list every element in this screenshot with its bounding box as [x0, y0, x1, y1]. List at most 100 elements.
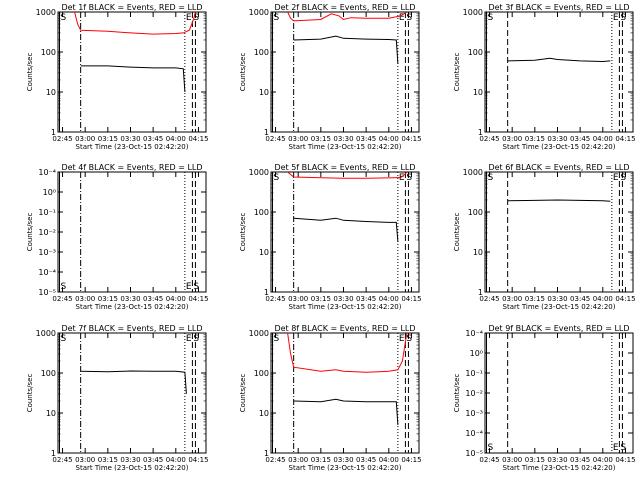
x-tick-label: 03:45: [570, 456, 590, 464]
x-tick-label: 03:30: [333, 456, 353, 464]
event-marker-label: E: [613, 443, 619, 453]
y-tick-label: 10⁻¹: [38, 208, 56, 217]
plot-frame: [270, 11, 420, 133]
y-tick-label: 10: [259, 248, 269, 257]
event-marker-label: E: [399, 13, 405, 23]
event-marker-label: S: [406, 334, 412, 344]
y-tick-label: 10⁻¹: [465, 369, 483, 378]
y-tick-label: 1000: [463, 8, 483, 17]
x-tick-label: 02:45: [479, 135, 499, 143]
y-tick-label: 10⁰: [43, 188, 56, 197]
y-tick-label: 100: [468, 208, 483, 217]
x-tick-label: 03:00: [288, 295, 308, 303]
x-tick-label: 03:15: [98, 295, 118, 303]
x-tick-label: 03:15: [311, 135, 331, 143]
x-tick-label: 03:45: [143, 135, 163, 143]
chart-title: Det 6f BLACK = Events, RED = LLD: [488, 163, 629, 172]
chart-panel-7: Det 7f BLACK = Events, RED = LLD 1 10 100 10…: [26, 324, 209, 472]
x-tick-label: 04:00: [593, 456, 613, 464]
chart-title: Det 3f BLACK = Events, RED = LLD: [488, 3, 629, 12]
x-tick-label: 04:15: [401, 456, 421, 464]
y-tick-label: 10⁻⁵: [38, 288, 56, 297]
x-tick-label: 03:30: [333, 135, 353, 143]
chart-panel-8: Det 8f BLACK = Events, RED = LLD 1 10 100 10…: [239, 324, 422, 472]
y-tick-label: 1: [478, 288, 483, 297]
event-marker-label: S: [274, 13, 280, 23]
chart-title: Det 9f BLACK = Events, RED = LLD: [488, 324, 629, 333]
x-tick-label: 03:45: [143, 295, 163, 303]
y-tick-label: 10⁻⁴: [38, 168, 56, 177]
y-tick-label: 1: [264, 449, 269, 458]
x-tick-label: 03:30: [333, 295, 353, 303]
events-series-line: [507, 199, 611, 202]
x-tick-label: 04:15: [188, 135, 208, 143]
event-marker-label: S: [406, 173, 412, 183]
x-tick-label: 03:30: [547, 456, 567, 464]
event-marker-label: S: [61, 13, 67, 23]
x-tick-label: 02:45: [479, 295, 499, 303]
event-marker-label: S: [488, 173, 494, 183]
y-tick-label: 10: [473, 248, 483, 257]
x-tick-label: 03:15: [311, 295, 331, 303]
y-tick-label: 1: [264, 288, 269, 297]
event-marker-label: S: [274, 334, 280, 344]
x-tick-label: 04:15: [615, 295, 635, 303]
y-tick-label: 10⁰: [470, 349, 483, 358]
y-tick-label: 10⁻²: [465, 389, 483, 398]
y-axis-label: Counts/sec: [453, 53, 461, 92]
lld-series-line: [74, 12, 196, 35]
x-tick-label: 03:30: [547, 295, 567, 303]
x-tick-label: 03:15: [98, 456, 118, 464]
event-marker-label: E: [399, 173, 405, 183]
x-tick-label: 03:45: [356, 135, 376, 143]
x-tick-label: 04:15: [188, 456, 208, 464]
plot-frame: [270, 332, 420, 454]
x-tick-label: 03:15: [525, 295, 545, 303]
x-tick-label: 03:45: [570, 135, 590, 143]
event-marker-label: E: [399, 334, 405, 344]
y-tick-label: 10⁻³: [38, 248, 56, 257]
x-tick-label: 02:45: [265, 456, 285, 464]
y-tick-label: 10⁻⁴: [465, 429, 483, 438]
y-tick-label: 10: [473, 88, 483, 97]
y-axis-label: Counts/sec: [239, 213, 247, 252]
chart-panel-6: Det 6f BLACK = Events, RED = LLD 1 10 100 10…: [453, 163, 636, 311]
x-axis-label: Start Time (23-Oct-15 02:42:20): [503, 143, 616, 151]
event-marker-label: E: [186, 334, 192, 344]
x-tick-label: 04:00: [379, 135, 399, 143]
x-tick-label: 03:45: [570, 295, 590, 303]
x-tick-label: 02:45: [52, 456, 72, 464]
x-tick-label: 03:30: [120, 456, 140, 464]
y-axis-label: Counts/sec: [239, 53, 247, 92]
x-tick-label: 03:30: [120, 295, 140, 303]
y-tick-label: 100: [41, 48, 56, 57]
x-tick-label: 03:00: [502, 295, 522, 303]
lld-series-line: [287, 333, 408, 373]
y-axis-label: Counts/sec: [453, 374, 461, 413]
y-tick-label: 10: [259, 88, 269, 97]
x-tick-label: 04:15: [401, 295, 421, 303]
y-axis-label: Counts/sec: [453, 213, 461, 252]
x-axis-label: Start Time (23-Oct-15 02:42:20): [289, 143, 402, 151]
x-tick-label: 04:15: [615, 456, 635, 464]
x-tick-label: 03:15: [311, 456, 331, 464]
x-tick-label: 03:30: [547, 135, 567, 143]
event-marker-label: E: [613, 13, 619, 23]
x-tick-label: 03:30: [120, 135, 140, 143]
events-series-line: [293, 35, 399, 65]
x-tick-label: 04:00: [379, 295, 399, 303]
lld-series-line: [287, 12, 408, 22]
y-tick-label: 10: [46, 409, 56, 418]
plot-frame: [484, 11, 634, 133]
chart-title: Det 1f BLACK = Events, RED = LLD: [61, 3, 202, 12]
chart-panel-2: Det 2f BLACK = Events, RED = LLD 1 10 100 10…: [239, 3, 422, 151]
x-tick-label: 04:00: [166, 135, 186, 143]
x-tick-label: 02:45: [479, 456, 499, 464]
x-tick-label: 04:00: [166, 295, 186, 303]
x-tick-label: 03:00: [288, 456, 308, 464]
event-marker-label: S: [193, 13, 199, 23]
event-marker-label: S: [488, 13, 494, 23]
chart-title: Det 2f BLACK = Events, RED = LLD: [274, 3, 415, 12]
x-tick-label: 03:45: [356, 456, 376, 464]
